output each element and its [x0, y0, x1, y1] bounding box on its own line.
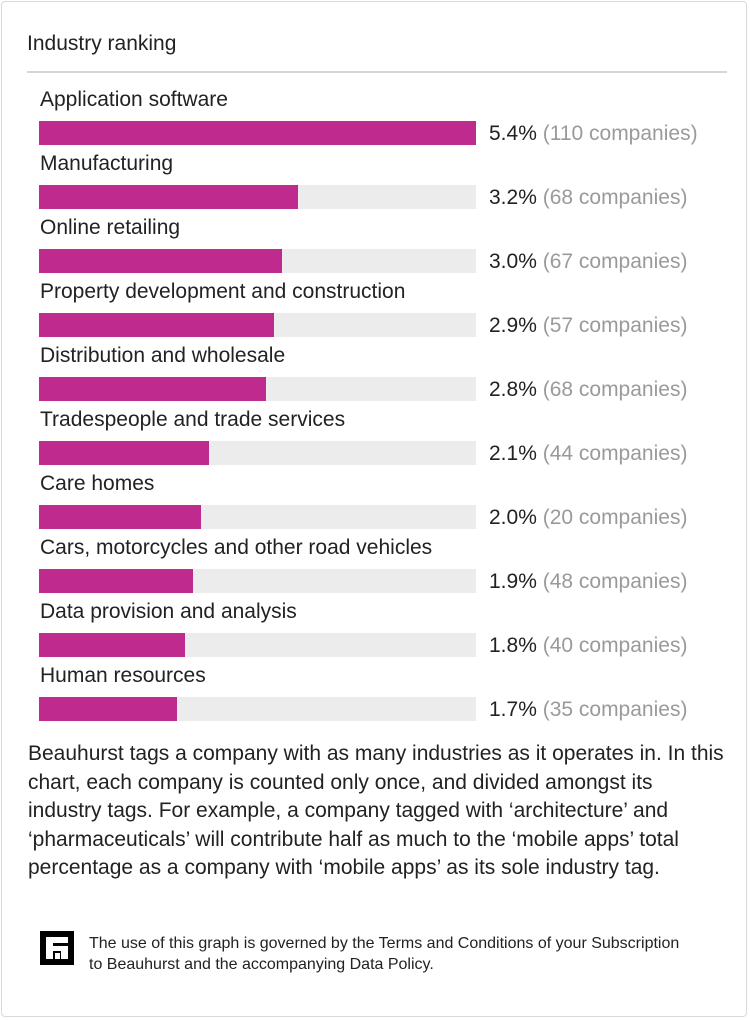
company-count-label: (44 companies) — [542, 442, 688, 465]
percent-label: 5.4% — [489, 122, 543, 145]
bar-track — [39, 697, 476, 721]
percent-label: 2.9% — [489, 314, 543, 337]
percent-label: 1.9% — [489, 570, 543, 593]
value-label: 1.7% (35 companies) — [489, 698, 687, 722]
bar-track — [39, 377, 476, 401]
company-count-label: (48 companies) — [542, 570, 688, 593]
industry-label: Distribution and wholesale — [40, 344, 286, 367]
bar — [39, 633, 185, 657]
industry-row: Property development and construction 2.9… — [2, 280, 750, 344]
industry-label: Human resources — [40, 664, 206, 687]
percent-label: 1.7% — [489, 698, 543, 721]
percent-label: 2.8% — [489, 378, 543, 401]
industry-row: Cars, motorcycles and other road vehicle… — [2, 536, 750, 600]
industry-row: Online retailing 3.0% (67 companies) — [2, 216, 750, 280]
bar-track — [39, 441, 476, 465]
value-label: 1.8% (40 companies) — [489, 634, 687, 658]
title-divider — [27, 71, 727, 73]
company-count-label: (67 companies) — [542, 250, 688, 273]
industry-label: Online retailing — [40, 216, 181, 239]
value-label: 2.1% (44 companies) — [489, 442, 687, 466]
industry-label: Cars, motorcycles and other road vehicle… — [40, 536, 433, 559]
percent-label: 2.1% — [489, 442, 543, 465]
bar-track — [39, 121, 476, 145]
industry-label: Application software — [40, 88, 228, 111]
bar-track — [39, 633, 476, 657]
terms-footer: The use of this graph is governed by the… — [40, 931, 720, 1001]
company-count-label: (20 companies) — [542, 506, 688, 529]
industry-label: Property development and construction — [40, 280, 406, 303]
value-label: 3.2% (68 companies) — [489, 186, 687, 210]
industry-row: Care homes 2.0% (20 companies) — [2, 472, 750, 536]
bar — [39, 441, 209, 465]
percent-label: 1.8% — [489, 634, 543, 657]
bar — [39, 185, 298, 209]
industry-label: Care homes — [40, 472, 155, 495]
beauhurst-logo-glyph — [46, 937, 68, 959]
company-count-label: (40 companies) — [542, 634, 688, 657]
value-label: 2.8% (68 companies) — [489, 378, 687, 402]
company-count-label: (35 companies) — [542, 698, 688, 721]
value-label: 1.9% (48 companies) — [489, 570, 687, 594]
industry-label: Data provision and analysis — [40, 600, 297, 623]
industry-bar-chart: Application software 5.4% (110 companies)… — [2, 88, 750, 728]
industry-label: Tradespeople and trade services — [40, 408, 346, 431]
beauhurst-logo-icon — [40, 931, 74, 965]
bar — [39, 377, 266, 401]
bar-track — [39, 249, 476, 273]
bar-track — [39, 569, 476, 593]
company-count-label: (57 companies) — [542, 314, 688, 337]
company-count-label: (110 companies) — [542, 122, 698, 145]
bar — [39, 505, 201, 529]
bar-track — [39, 313, 476, 337]
company-count-label: (68 companies) — [542, 378, 688, 401]
industry-row: Distribution and wholesale 2.8% (68 compa… — [2, 344, 750, 408]
bar-track — [39, 505, 476, 529]
industry-row: Application software 5.4% (110 companies) — [2, 88, 750, 152]
bar — [39, 121, 476, 145]
value-label: 2.0% (20 companies) — [489, 506, 687, 530]
bar — [39, 569, 193, 593]
bar-track — [39, 185, 476, 209]
industry-row: Data provision and analysis 1.8% (40 comp… — [2, 600, 750, 664]
bar — [39, 697, 177, 721]
value-label: 5.4% (110 companies) — [489, 122, 698, 146]
industry-row: Human resources 1.7% (35 companies) — [2, 664, 750, 728]
percent-label: 3.2% — [489, 186, 543, 209]
methodology-note: Beauhurst tags a company with as many in… — [28, 742, 724, 879]
industry-row: Tradespeople and trade services 2.1% (44 … — [2, 408, 750, 472]
percent-label: 2.0% — [489, 506, 543, 529]
percent-label: 3.0% — [489, 250, 543, 273]
industry-label: Manufacturing — [40, 152, 174, 175]
value-label: 2.9% (57 companies) — [489, 314, 687, 338]
terms-text: The use of this graph is governed by the… — [89, 935, 680, 973]
bar — [39, 249, 282, 273]
company-count-label: (68 companies) — [542, 186, 688, 209]
industry-row: Manufacturing 3.2% (68 companies) — [2, 152, 750, 216]
value-label: 3.0% (67 companies) — [489, 250, 687, 274]
bar — [39, 313, 274, 337]
chart-title: Industry ranking — [27, 32, 177, 55]
